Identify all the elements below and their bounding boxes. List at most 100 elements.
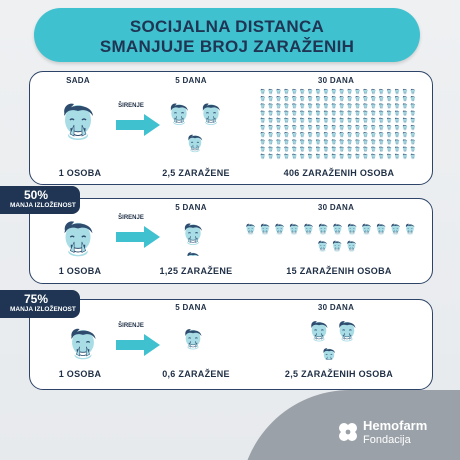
small-person-icon: [315, 103, 321, 109]
small-person-icon: [300, 88, 305, 95]
small-person-icon: [347, 223, 357, 235]
small-person-icon: [402, 103, 408, 109]
small-person-icon: [284, 110, 289, 117]
small-person-icon: [410, 153, 416, 160]
badge-subtitle: MANJA IZLOŽENOST: [10, 202, 76, 209]
small-person-icon: [315, 124, 321, 131]
small-person-icon: [355, 131, 360, 138]
small-person-icon: [339, 131, 345, 138]
sneezing-person-icon: [184, 132, 206, 156]
small-person-icon: [347, 124, 353, 131]
small-person-icon: [284, 88, 289, 95]
small-person-icon: [394, 110, 400, 117]
small-person-icon: [339, 117, 345, 124]
small-person-icon: [402, 139, 408, 145]
small-person-icon: [386, 95, 392, 102]
sneezing-person-icon: [64, 324, 102, 366]
small-person-icon: [292, 88, 297, 95]
small-person-icon: [331, 117, 337, 124]
small-person-icon: [339, 139, 345, 145]
small-person-icon: [300, 103, 305, 109]
small-person-icon: [300, 110, 305, 117]
small-person-icon: [355, 103, 360, 109]
small-person-icon: [363, 131, 368, 138]
small-person-icon: [268, 95, 274, 102]
small-person-icon: [331, 110, 337, 117]
small-person-icon: [292, 117, 297, 124]
small-person-icon: [268, 153, 274, 160]
small-person-icon: [260, 88, 266, 95]
heading-30-days: 30 DANA: [317, 76, 355, 85]
small-person-icon: [371, 139, 376, 145]
badge-percent: 50%: [24, 188, 49, 202]
small-person-icon: [268, 124, 274, 131]
arrow-right-icon: [116, 334, 160, 356]
small-person-icon: [268, 88, 274, 95]
small-person-icon: [386, 153, 392, 160]
small-person-icon: [379, 153, 384, 160]
small-person-icon: [363, 117, 368, 124]
small-person-icon: [331, 88, 337, 95]
count-left: 1 OSOBA: [58, 168, 102, 178]
count-left: 1 OSOBA: [58, 369, 102, 379]
count-mid: 2,5 ZARAŽENE: [162, 168, 230, 178]
small-person-icon: [260, 110, 266, 117]
small-person-icon: [300, 95, 305, 102]
small-person-icon: [379, 131, 384, 138]
small-person-icon: [355, 139, 360, 145]
badge-percent: 75%: [24, 292, 49, 306]
small-person-icon: [394, 88, 400, 95]
small-person-icon: [315, 139, 321, 145]
small-person-icon: [347, 103, 353, 109]
sneezing-person-icon: [334, 318, 360, 346]
small-person-icon: [339, 146, 345, 153]
small-person-icon: [275, 223, 285, 235]
small-person-icon: [347, 240, 357, 252]
small-person-icon: [260, 131, 266, 138]
small-person-icon: [347, 131, 353, 138]
small-person-icon: [260, 139, 266, 145]
small-person-icon: [355, 88, 360, 95]
small-person-icon: [307, 95, 313, 102]
small-person-icon: [402, 88, 408, 95]
small-person-icon: [402, 131, 408, 138]
small-person-icon: [260, 153, 266, 160]
small-person-icon: [276, 139, 281, 145]
small-person-icon: [363, 153, 368, 160]
small-person-icon: [323, 124, 329, 131]
small-person-icon: [355, 117, 360, 124]
small-person-icon: [371, 124, 376, 131]
infected-grid-406: [260, 88, 416, 160]
arrow-right-icon: [116, 226, 160, 248]
heading-30-days: 30 DANA: [317, 203, 355, 212]
small-person-icon: [363, 146, 368, 153]
small-person-icon: [355, 153, 360, 160]
small-person-icon: [394, 139, 400, 145]
small-person-icon: [323, 110, 329, 117]
small-person-icon: [331, 146, 337, 153]
small-person-icon: [347, 139, 353, 145]
small-person-icon: [260, 95, 266, 102]
small-person-icon: [323, 117, 329, 124]
small-person-icon: [284, 124, 289, 131]
small-person-icon: [363, 139, 368, 145]
small-person-icon: [268, 131, 274, 138]
panel-50-percent: [29, 198, 433, 284]
small-person-icon: [339, 110, 345, 117]
count-right: 15 ZARAŽENIH OSOBA: [286, 266, 392, 276]
exposure-badge: 75% MANJA IZLOŽENOST: [0, 290, 80, 318]
small-person-icon: [307, 153, 313, 160]
heading-5-days: 5 DANA: [175, 303, 207, 312]
spread-arrow: ŠIRENJE: [116, 323, 160, 356]
small-person-icon: [260, 223, 270, 235]
heading-30-days: 30 DANA: [317, 303, 355, 312]
small-person-icon: [405, 223, 415, 235]
small-person-icon: [300, 124, 305, 131]
spread-label: ŠIRENJE: [118, 215, 144, 221]
small-person-icon: [276, 117, 281, 124]
small-person-icon: [307, 110, 313, 117]
sneezing-person-icon: [198, 100, 224, 130]
sneezing-person-icon: [320, 346, 338, 360]
sneezing-person-icon: [166, 100, 192, 130]
